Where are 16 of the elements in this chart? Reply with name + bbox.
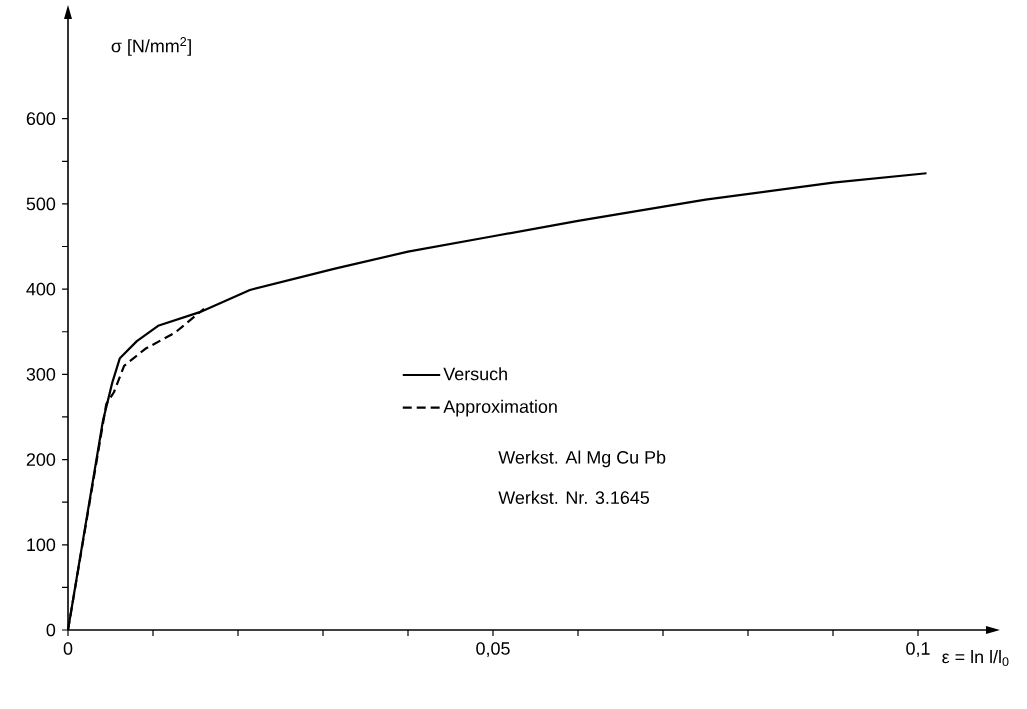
y-tick-label: 200 [26,453,56,466]
y-tick-label: 500 [26,197,56,211]
x-tick-label: 0,1 [906,642,930,657]
annotation: Werkst. Al Mg Cu Pb [498,450,666,468]
y-tick-label: 600 [26,112,56,126]
y-tick-label: 100 [27,538,56,552]
legend-label: Versuch [443,367,507,381]
annotation: Werkst. Nr. 3.1645 [498,490,650,504]
y-axis-title: σ [N/mm$^{2}$] [111,37,191,56]
y-tick-label: 300 [26,367,56,381]
y-tick-label: 0 [46,623,56,637]
x-tick-label: 0 [63,642,73,655]
x-axis-title: ε = ln l/l$_{0}$ [942,650,1009,667]
y-tick-label: 400 [26,282,56,296]
x-tick-label: 0,05 [476,642,510,657]
legend-label: Approximation [443,399,557,417]
